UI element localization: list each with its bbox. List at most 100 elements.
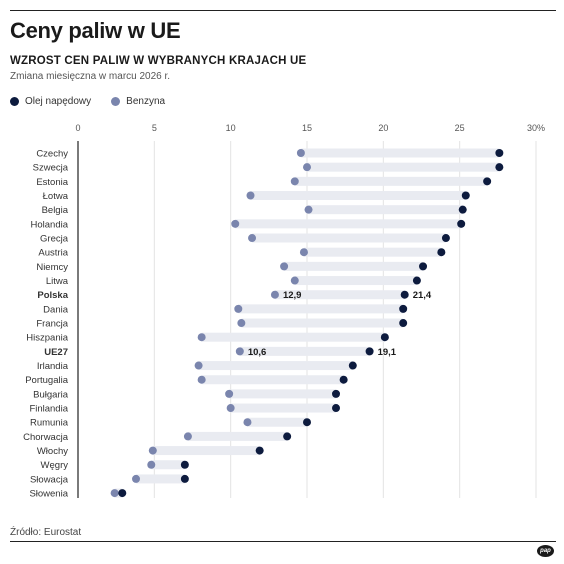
diesel-point	[399, 319, 408, 328]
top-rule	[10, 10, 556, 11]
range-bar	[308, 205, 463, 215]
legend-item-diesel: Olej napędowy	[10, 96, 91, 107]
range-bar	[230, 403, 337, 413]
category-label: Polska	[37, 290, 68, 301]
category-label: Estonia	[36, 177, 68, 188]
diesel-point	[332, 389, 341, 398]
petrol-point	[226, 404, 235, 413]
petrol-point	[243, 418, 252, 427]
diesel-point	[303, 418, 311, 427]
category-label: Holandia	[31, 219, 69, 230]
range-bar	[307, 162, 500, 172]
diesel-point	[339, 375, 348, 384]
range-bar	[238, 304, 404, 314]
category-label: UE27	[44, 347, 68, 358]
diesel-point	[255, 446, 264, 455]
diesel-point	[283, 432, 292, 441]
range-bar	[294, 176, 488, 186]
diesel-point	[461, 191, 470, 200]
petrol-point	[147, 460, 156, 469]
range-bar	[151, 460, 185, 470]
category-label: Irlandia	[37, 361, 69, 372]
category-label: Portugalia	[25, 375, 68, 386]
petrol-point	[194, 361, 203, 370]
range-bar	[136, 474, 185, 484]
range-bar	[252, 233, 446, 243]
petrol-point	[225, 389, 234, 398]
petrol-point	[290, 177, 299, 186]
diesel-point	[495, 149, 504, 157]
chart-subtitle: WZROST CEN PALIW W WYBRANYCH KRAJACH UE	[10, 55, 307, 67]
diesel-point	[380, 333, 389, 342]
petrol-point	[299, 248, 308, 257]
diesel-data-label: 19,1	[378, 347, 397, 358]
petrol-data-label: 10,6	[248, 347, 267, 358]
category-label: Rumunia	[30, 418, 69, 429]
category-label: Francja	[36, 319, 68, 330]
range-bar	[201, 375, 344, 385]
diesel-point	[495, 163, 504, 172]
legend-label-petrol: Benzyna	[126, 96, 166, 107]
category-label: Łotwa	[43, 191, 69, 202]
category-label: Dania	[43, 304, 69, 315]
petrol-point	[235, 347, 244, 356]
petrol-point	[197, 375, 206, 384]
diesel-point	[437, 248, 446, 257]
pap-logo: pap	[537, 545, 554, 557]
diesel-point	[400, 290, 409, 299]
petrol-point	[148, 446, 157, 455]
diesel-point	[180, 460, 189, 469]
range-bar	[250, 191, 466, 201]
category-label: Austria	[38, 248, 68, 259]
range-bar	[235, 219, 462, 229]
diesel-point	[419, 262, 428, 271]
range-bar	[187, 431, 288, 441]
diesel-point	[365, 347, 374, 356]
diesel-point	[457, 219, 466, 228]
category-label: Słowenia	[29, 489, 68, 500]
category-label: Hiszpania	[26, 333, 68, 344]
petrol-point	[183, 432, 192, 441]
diesel-point	[458, 205, 467, 214]
x-tick-label: 10	[226, 123, 236, 133]
range-bar	[201, 332, 385, 342]
range-bar	[239, 346, 370, 356]
category-label: Włochy	[37, 446, 68, 457]
x-tick-label: 25	[455, 123, 465, 133]
category-label: Chorwacja	[23, 432, 69, 443]
chart-title: Ceny paliw w UE	[10, 18, 181, 43]
range-bar	[241, 318, 404, 328]
x-tick-label: 5	[152, 123, 157, 133]
legend: Olej napędowy Benzyna	[10, 96, 185, 107]
legend-swatch-diesel	[10, 97, 19, 106]
petrol-point	[296, 149, 305, 157]
diesel-point	[348, 361, 357, 370]
petrol-point	[132, 474, 141, 483]
petrol-point	[246, 191, 255, 200]
range-bar	[152, 446, 260, 456]
petrol-point	[304, 205, 313, 214]
legend-label-diesel: Olej napędowy	[25, 96, 92, 107]
range-bar	[198, 361, 353, 371]
petrol-point	[290, 276, 299, 285]
x-tick-label: 15	[302, 123, 312, 133]
diesel-point	[441, 234, 450, 243]
category-label: Bułgaria	[33, 389, 69, 400]
x-tick-label: 20	[378, 123, 388, 133]
diesel-point	[483, 177, 492, 186]
petrol-point	[270, 290, 279, 299]
category-label: Belgia	[42, 205, 69, 216]
category-label: Niemcy	[36, 262, 68, 273]
bottom-rule	[10, 541, 556, 542]
petrol-point	[110, 489, 119, 498]
range-bar	[300, 148, 500, 158]
range-bar	[229, 389, 337, 399]
category-label: Słowacja	[30, 474, 69, 485]
diesel-point	[412, 276, 421, 285]
petrol-data-label: 12,9	[283, 290, 302, 301]
petrol-point	[234, 304, 243, 313]
legend-swatch-petrol	[111, 97, 121, 106]
diesel-point	[118, 489, 127, 498]
category-label: Szwecja	[33, 163, 69, 174]
range-bar	[274, 290, 405, 300]
